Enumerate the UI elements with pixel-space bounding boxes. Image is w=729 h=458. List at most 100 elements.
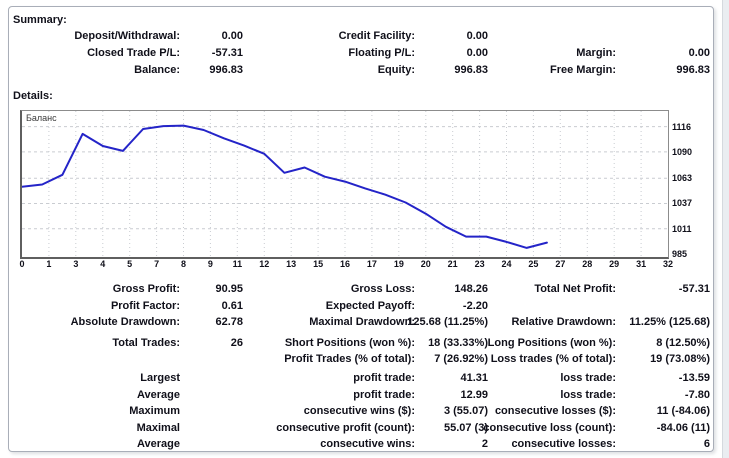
stats-label: Gross Loss:	[350, 283, 415, 295]
stats-row: Profit Trades (% of total): 7 (26.92%) Los…	[9, 351, 713, 368]
stats-value: 6	[703, 438, 710, 451]
stats-value	[180, 370, 243, 387]
chart-series-label: Баланс	[26, 113, 57, 123]
summary-value: 0.00	[221, 30, 243, 42]
summary-label: Margin:	[576, 47, 616, 59]
x-axis-tick-label: 27	[555, 259, 566, 269]
x-axis-tick-label: 21	[447, 259, 458, 269]
stats-label: consecutive losses:	[511, 438, 616, 451]
y-axis-tick-label: 985	[672, 249, 688, 260]
x-axis-tick-label: 20	[420, 259, 431, 269]
x-axis-tick-label: 4	[100, 259, 106, 269]
x-axis-tick-label: 31	[636, 259, 647, 269]
stats-label: Total Trades:	[112, 336, 180, 349]
stats-value: 3 (55.07)	[443, 405, 488, 418]
stats-label: loss trade:	[560, 371, 616, 384]
x-axis-tick-label: 11	[232, 259, 243, 269]
stats-value: 26	[230, 336, 243, 349]
summary-value: -57.31	[211, 47, 243, 59]
summary-row: Balance: 996.83 Equity: 996.83 Free Margin: 9…	[9, 62, 713, 79]
stats-label: Total Net Profit:	[534, 283, 616, 295]
stats-label: profit trade:	[353, 388, 415, 401]
stats-label: Loss trades (% of total):	[490, 353, 616, 366]
stats-value: 12.99	[460, 388, 488, 401]
stats-row: Average consecutive wins: 2 consecutive los…	[9, 436, 713, 451]
stats-value: 19 (73.08%)	[650, 353, 710, 366]
stats-label: Relative Drawdown:	[511, 316, 616, 329]
stats-row: Profit Factor: 0.61 Expected Payoff: -2.20	[9, 298, 713, 315]
stats-value	[180, 420, 243, 437]
summary-label: Deposit/Withdrawal:	[74, 30, 180, 42]
chart-gridlines	[22, 111, 668, 257]
window-edge	[722, 0, 729, 458]
balance-chart: Баланс	[20, 110, 669, 259]
x-axis-tick-label: 7	[154, 259, 160, 269]
stats-label: Maximal Drawdown:	[309, 316, 415, 329]
stats-label: Absolute Drawdown:	[70, 316, 180, 329]
stats-row: Total Trades: 26 Short Positions (won %): 1…	[9, 335, 713, 352]
stats-value: 11.25% (125.68)	[629, 316, 710, 329]
stats-value: -84.06 (11)	[656, 421, 710, 434]
stats-row: Absolute Drawdown: 62.78 Maximal Drawdown:…	[9, 314, 713, 331]
y-axis-tick-label: 1116	[672, 121, 692, 132]
x-axis-tick-label: 28	[582, 259, 593, 269]
stats-value: 62.78	[215, 316, 243, 329]
x-axis-tick-label: 3	[73, 259, 79, 269]
stats-value: 7 (26.92%)	[434, 353, 488, 366]
summary-label: Floating P/L:	[348, 47, 415, 59]
stats-value: -2.20	[462, 299, 488, 312]
stats-value	[616, 298, 710, 315]
stats-value: 8 (12.50%)	[656, 336, 710, 349]
report-panel: Summary: Deposit/Withdrawal: 0.00 Credit F…	[8, 6, 714, 452]
y-axis-tick-label: 1011	[672, 223, 692, 234]
stats-label: Gross Profit:	[112, 283, 180, 295]
summary-row: Closed Trade P/L: -57.31 Floating P/L: 0.00…	[9, 45, 713, 62]
stats-row: Largest profit trade: 41.31 loss trade: -13.…	[9, 370, 713, 387]
x-axis-tick-label: 25	[528, 259, 539, 269]
stats-label: Short Positions (won %):	[284, 336, 415, 349]
stats-value: 11 (-84.06)	[656, 405, 710, 418]
stats-label: Expected Payoff:	[325, 299, 415, 312]
stats-label: profit trade:	[353, 371, 415, 384]
summary-value: 0.00	[466, 47, 488, 59]
stats-value: -13.59	[678, 371, 710, 384]
stats-value: 2	[481, 438, 488, 451]
summary-value: 996.83	[209, 64, 243, 76]
summary-label: Equity:	[377, 64, 415, 76]
stats-label: consecutive losses ($):	[494, 405, 616, 418]
stats-label: Long Positions (won %):	[487, 336, 616, 349]
stats-row: Gross Profit: 90.95 Gross Loss: 148.26 Total…	[9, 281, 713, 298]
stats-table: Gross Profit: 90.95 Gross Loss: 148.26 Total…	[9, 281, 713, 451]
x-axis-tick-label: 16	[339, 259, 351, 269]
summary-label: Balance:	[134, 64, 180, 76]
chart-x-axis: 0 1 3 4 5 7 8 9 11 12 13 15 16 17 19 20 21 23 24 25 27 28 29 31…	[19, 259, 674, 270]
stats-row: Maximal consecutive profit (count): 55.07 …	[9, 420, 713, 437]
stats-label: consecutive loss (count):	[483, 421, 616, 434]
stats-label: consecutive wins:	[320, 438, 415, 451]
x-axis-tick-label: 9	[207, 259, 213, 269]
stats-value: 0.61	[221, 299, 243, 312]
summary-label: Closed Trade P/L:	[87, 47, 180, 59]
balance-line	[22, 124, 548, 249]
details-heading: Details:	[13, 90, 53, 102]
x-axis-tick-label: 5	[127, 259, 133, 269]
x-axis-tick-label: 32	[662, 259, 674, 269]
y-axis-tick-label: 1037	[672, 198, 693, 209]
summary-label	[488, 28, 616, 45]
y-axis-tick-label: 1090	[672, 146, 693, 157]
stats-value: 41.31	[460, 371, 488, 384]
summary-value: 0.00	[688, 47, 710, 59]
stats-label	[9, 351, 180, 368]
stats-row: Average profit trade: 12.99 loss trade: -7.8…	[9, 387, 713, 404]
summary-value: 996.83	[676, 64, 710, 76]
stats-label	[488, 298, 616, 315]
stats-value	[180, 351, 243, 368]
stats-label: Profit Factor:	[110, 299, 180, 312]
x-axis-tick-label: 23	[474, 259, 485, 269]
stats-value: 148.26	[454, 283, 488, 295]
stats-label: Profit Trades (% of total):	[284, 353, 415, 366]
x-axis-tick-label: 29	[609, 259, 620, 269]
stats-label: consecutive profit (count):	[276, 421, 415, 434]
stats-label: Maximal	[136, 421, 180, 434]
stats-value	[180, 403, 243, 420]
